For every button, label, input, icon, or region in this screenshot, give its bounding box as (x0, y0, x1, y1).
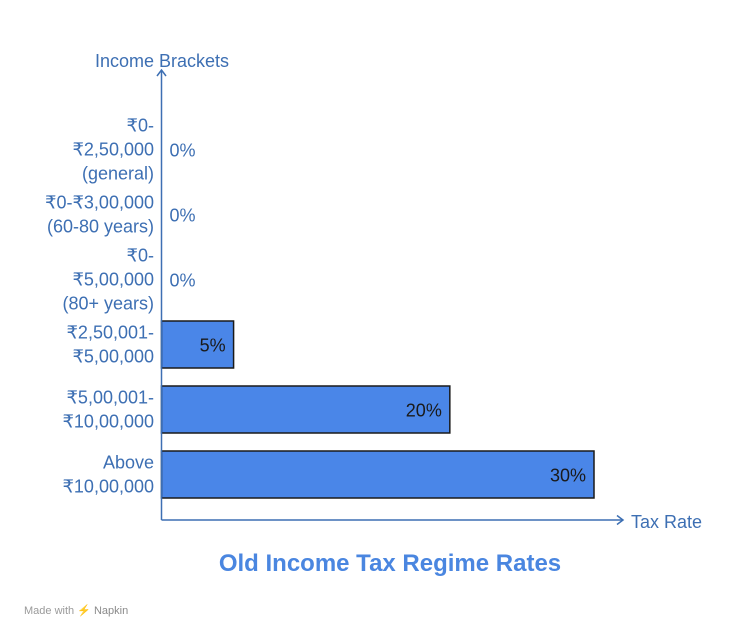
category-label-3: ₹2,50,001- ₹5,00,000 (66, 323, 154, 367)
category-label-2-line-2: (80+ years) (62, 294, 154, 314)
category-label-0-line-2: (general) (82, 164, 154, 184)
chart-title: Old Income Tax Regime Rates (219, 550, 561, 577)
value-label-2: 0% (170, 271, 196, 291)
category-label-5-line-1: ₹10,00,000 (62, 477, 154, 497)
category-label-2: ₹0- ₹5,00,000 (80+ years) (62, 246, 154, 314)
value-label-5: 30% (550, 466, 586, 486)
value-label-3: 5% (200, 336, 226, 356)
category-label-5: Above ₹10,00,000 (62, 453, 154, 497)
x-axis-arrow (616, 514, 625, 526)
value-label-0: 0% (170, 141, 196, 161)
category-label-1: ₹0-₹3,00,000 (60-80 years) (45, 193, 154, 237)
category-label-3-line-0: ₹2,50,001- (66, 323, 154, 343)
bars-layer (160, 320, 595, 499)
made-with-footer: Made with ⚡ Napkin (24, 604, 128, 617)
category-label-1-line-0: ₹0-₹3,00,000 (45, 193, 154, 213)
category-label-1-line-1: (60-80 years) (47, 217, 154, 237)
category-label-0: ₹0- ₹2,50,000 (general) (72, 116, 154, 184)
category-label-4-line-1: ₹10,00,000 (62, 412, 154, 432)
category-label-0-line-0: ₹0- (127, 116, 154, 136)
y-axis-arrow (156, 68, 167, 77)
category-label-2-line-0: ₹0- (127, 246, 154, 266)
napkin-logo-icon: ⚡ (77, 605, 91, 617)
value-label-4: 20% (406, 401, 442, 421)
category-label-2-line-1: ₹5,00,000 (72, 270, 154, 290)
bar-4 (160, 385, 451, 434)
y-axis-title: Income Brackets (95, 51, 229, 71)
category-label-4: ₹5,00,001- ₹10,00,000 (62, 388, 154, 432)
category-label-5-line-0: Above (103, 453, 154, 473)
napkin-brand: Napkin (93, 605, 129, 617)
axes (156, 68, 625, 526)
made-with-text: Made with (24, 605, 75, 617)
labels-layer: 0% ₹0- ₹2,50,000 (general) 0% ₹0-₹3,00,000 (60… (45, 116, 586, 497)
category-label-3-line-1: ₹5,00,000 (72, 347, 154, 367)
bar-5 (160, 450, 595, 499)
value-label-1: 0% (170, 206, 196, 226)
category-label-4-line-0: ₹5,00,001- (66, 388, 154, 408)
category-label-0-line-1: ₹2,50,000 (72, 140, 154, 160)
x-axis-title: Tax Rate (631, 512, 702, 532)
